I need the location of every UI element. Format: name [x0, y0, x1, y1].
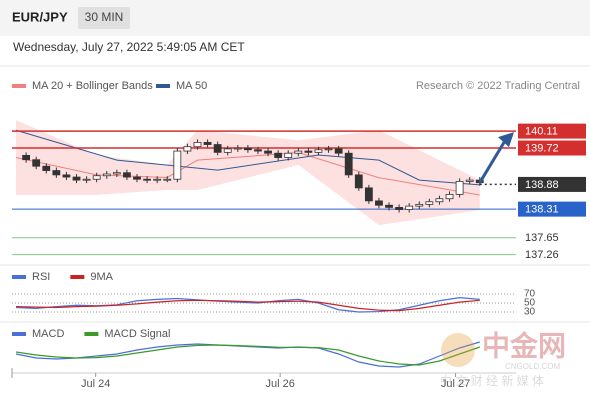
- rsi-line: [16, 299, 480, 312]
- level-label: 137.26: [525, 249, 559, 261]
- level-label: 138.31: [525, 204, 559, 216]
- legend-swatch: [12, 332, 26, 336]
- level-label: 137.65: [525, 232, 559, 244]
- candle: [344, 152, 353, 176]
- candle: [294, 150, 303, 154]
- candle: [254, 149, 262, 152]
- legend-label: 9MA: [90, 271, 113, 283]
- forecast-arrowhead: [498, 132, 514, 148]
- candle: [123, 172, 131, 178]
- candle: [213, 144, 222, 153]
- candle: [92, 175, 101, 180]
- candle: [102, 173, 111, 177]
- legend-label: RSI: [32, 271, 50, 283]
- candle: [203, 141, 212, 145]
- candle: [193, 141, 202, 148]
- level-box: [518, 201, 586, 217]
- candle: [455, 180, 464, 195]
- candle: [52, 170, 61, 176]
- candle: [72, 176, 81, 181]
- watermark-logo: [441, 333, 475, 367]
- candle: [445, 193, 454, 200]
- watermark-tagline: 中 文 财 经 新 媒 体: [440, 373, 544, 388]
- candle: [153, 178, 162, 181]
- candle: [143, 178, 151, 181]
- legend-label: MACD: [32, 328, 64, 340]
- candle: [415, 203, 424, 207]
- legend-swatch: [84, 332, 99, 336]
- level-box: [518, 176, 586, 192]
- x-tick-label: Jul 26: [265, 378, 294, 390]
- watermark: 中金网 CNGOLD.COM 中 文 财 经 新 媒 体: [440, 329, 566, 388]
- candle: [465, 179, 474, 182]
- candle: [243, 147, 252, 151]
- candle: [314, 149, 323, 153]
- candle: [42, 165, 51, 171]
- level-box: [518, 123, 586, 139]
- level-box: [518, 140, 586, 156]
- panel-tick-label: 70: [524, 289, 536, 300]
- level-label: 138.88: [525, 179, 559, 191]
- panel-tick-label: 50: [524, 298, 536, 309]
- legend-swatch: [12, 275, 26, 279]
- candle: [334, 148, 343, 154]
- panel-tick-label: 30: [524, 307, 536, 318]
- candle: [173, 150, 182, 180]
- x-tick-label: Jul 24: [81, 378, 110, 390]
- candle: [133, 176, 141, 180]
- candle: [183, 146, 192, 152]
- legend-swatch: [156, 84, 170, 88]
- candle: [385, 204, 393, 208]
- legend-label: MA 50: [176, 80, 207, 92]
- forecast-arrow: [478, 138, 508, 184]
- candle: [324, 148, 333, 151]
- candle: [233, 147, 242, 150]
- candle: [32, 159, 41, 167]
- timeframe: 30 MIN: [85, 10, 124, 24]
- macd-line: [15, 344, 480, 366]
- bollinger-band: [16, 120, 480, 226]
- candle: [22, 154, 31, 161]
- candle: [163, 178, 172, 181]
- candle: [223, 148, 232, 153]
- candle: [274, 152, 283, 158]
- candle: [364, 187, 373, 202]
- timestamp: Wednesday, July 27, 2022 5:49:05 AM CET: [13, 40, 245, 54]
- candle: [354, 174, 363, 189]
- candle: [395, 206, 404, 210]
- candle: [264, 150, 272, 154]
- candle: [112, 172, 121, 175]
- candle: [375, 200, 383, 206]
- candle: [62, 174, 71, 178]
- candle: [435, 198, 444, 203]
- x-tick-label: Jul 27: [441, 378, 470, 390]
- legend-swatch: [70, 275, 85, 279]
- candle: [82, 178, 91, 181]
- symbol: EUR/JPY: [12, 9, 68, 24]
- watermark-title: 中金网: [482, 329, 566, 361]
- credit: Research © 2022 Trading Central: [416, 80, 580, 92]
- candle: [304, 150, 313, 153]
- legend-swatch: [12, 84, 26, 88]
- legend-label: MACD Signal: [104, 328, 170, 340]
- level-label: 140.11: [525, 126, 558, 138]
- timeframe-pill: [78, 7, 130, 29]
- candle: [405, 205, 414, 210]
- legend-label: MA 20 + Bollinger Bands: [32, 80, 153, 92]
- level-label: 139.72: [525, 142, 559, 154]
- candle: [425, 201, 434, 205]
- candle: [284, 152, 293, 158]
- watermark-url: CNGOLD.COM: [505, 362, 560, 371]
